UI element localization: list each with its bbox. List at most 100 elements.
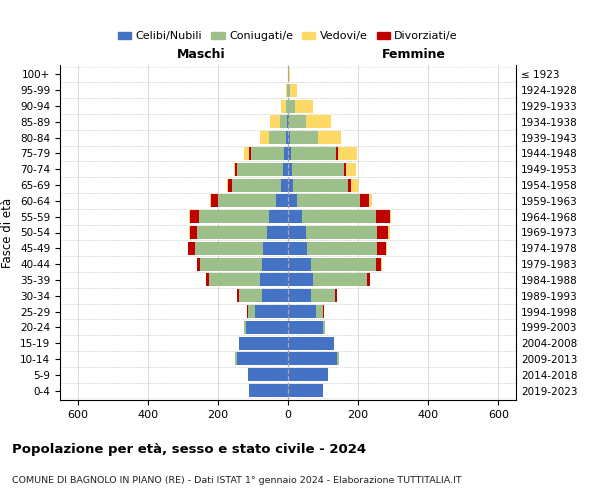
Bar [260, 131, 269, 144]
Bar [210, 194, 211, 207]
Bar [288, 305, 316, 318]
Text: Popolazione per età, sesso e stato civile - 2024: Popolazione per età, sesso e stato civil… [12, 442, 366, 456]
Bar [288, 116, 289, 128]
Bar [287, 116, 288, 128]
Bar [239, 336, 288, 349]
Bar [323, 321, 325, 334]
Bar [295, 100, 313, 112]
Bar [229, 178, 232, 192]
Bar [289, 116, 306, 128]
Text: Femmine: Femmine [382, 48, 445, 61]
Bar [269, 210, 288, 223]
Bar [239, 289, 262, 302]
Bar [376, 210, 390, 223]
Bar [288, 68, 289, 81]
Bar [233, 163, 235, 176]
Bar [386, 242, 387, 255]
Bar [288, 147, 291, 160]
Bar [338, 147, 358, 160]
Bar [281, 100, 286, 112]
Bar [247, 305, 248, 318]
Bar [267, 226, 288, 239]
Bar [297, 194, 360, 207]
Bar [244, 321, 246, 334]
Bar [232, 178, 281, 192]
Bar [305, 226, 377, 239]
Bar [188, 242, 195, 255]
Bar [262, 258, 288, 270]
Bar [388, 226, 390, 239]
Bar [237, 289, 239, 302]
Bar [346, 163, 356, 176]
Bar [237, 352, 288, 366]
Bar [209, 274, 260, 286]
Bar [199, 210, 269, 223]
Bar [284, 147, 288, 160]
Bar [286, 100, 288, 112]
Bar [289, 68, 290, 81]
Bar [377, 242, 386, 255]
Bar [290, 84, 297, 97]
Bar [286, 84, 287, 97]
Bar [288, 131, 290, 144]
Bar [244, 147, 250, 160]
Bar [288, 258, 311, 270]
Bar [288, 194, 297, 207]
Bar [211, 194, 218, 207]
Bar [276, 194, 288, 207]
Bar [195, 242, 263, 255]
Bar [197, 258, 200, 270]
Bar [337, 147, 338, 160]
Bar [248, 368, 288, 381]
Bar [260, 274, 288, 286]
Bar [376, 258, 381, 270]
Bar [351, 178, 358, 192]
Bar [318, 131, 341, 144]
Bar [360, 194, 368, 207]
Bar [248, 305, 254, 318]
Bar [235, 163, 237, 176]
Text: COMUNE DI BAGNOLO IN PIANO (RE) - Dati ISTAT 1° gennaio 2024 - Elaborazione TUTT: COMUNE DI BAGNOLO IN PIANO (RE) - Dati I… [12, 476, 461, 485]
Bar [307, 242, 377, 255]
Bar [288, 178, 293, 192]
Bar [190, 226, 197, 239]
Bar [292, 163, 344, 176]
Bar [335, 289, 337, 302]
Bar [311, 258, 376, 270]
Bar [263, 242, 288, 255]
Bar [197, 226, 267, 239]
Bar [250, 384, 288, 397]
Bar [347, 178, 351, 192]
Bar [262, 289, 288, 302]
Bar [189, 210, 190, 223]
Bar [288, 274, 313, 286]
Bar [288, 289, 311, 302]
Bar [280, 116, 287, 128]
Bar [283, 163, 288, 176]
Bar [367, 274, 370, 286]
Text: Maschi: Maschi [177, 48, 226, 61]
Bar [381, 258, 382, 270]
Bar [235, 352, 237, 366]
Bar [288, 84, 290, 97]
Bar [306, 116, 331, 128]
Bar [270, 116, 280, 128]
Bar [287, 84, 288, 97]
Bar [288, 336, 334, 349]
Bar [281, 178, 288, 192]
Bar [302, 210, 376, 223]
Bar [246, 321, 288, 334]
Bar [311, 289, 335, 302]
Bar [227, 178, 229, 192]
Y-axis label: Fasce di età: Fasce di età [1, 198, 14, 268]
Bar [254, 305, 288, 318]
Bar [288, 321, 323, 334]
Bar [390, 210, 391, 223]
Bar [288, 242, 307, 255]
Bar [377, 226, 388, 239]
Bar [293, 178, 347, 192]
Bar [206, 274, 209, 286]
Bar [288, 226, 305, 239]
Bar [288, 210, 302, 223]
Bar [250, 147, 251, 160]
